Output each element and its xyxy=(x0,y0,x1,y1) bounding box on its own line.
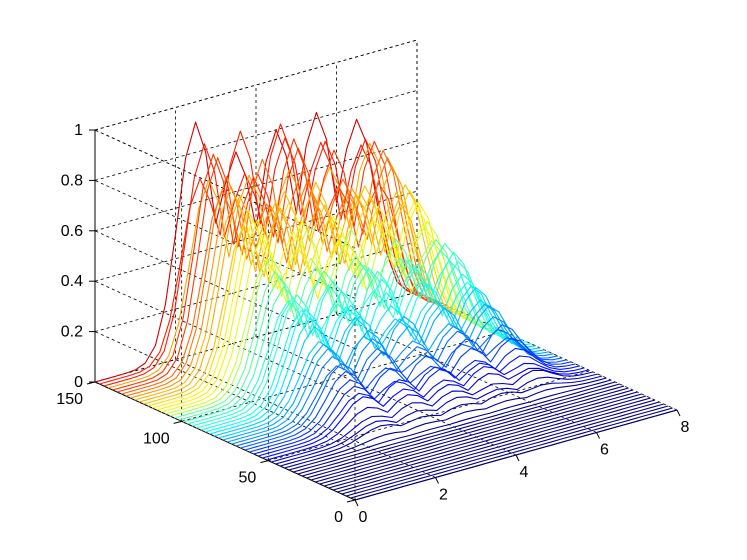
mesh-row xyxy=(284,377,607,469)
z-tick-label: 1 xyxy=(74,122,83,139)
mesh-row xyxy=(196,260,519,429)
axis-ticks xyxy=(86,129,681,507)
mesh-row xyxy=(138,192,462,403)
mesh-row xyxy=(350,407,673,499)
y-tick-label: 50 xyxy=(239,470,257,487)
z-tick-label: 0.4 xyxy=(61,273,83,290)
y-tick-label: 0 xyxy=(334,509,343,526)
mesh-row xyxy=(147,190,470,407)
z-tick-label: 0.8 xyxy=(61,172,83,189)
y-tick xyxy=(346,499,356,503)
grid-line xyxy=(94,39,418,131)
z-tick-label: 0.6 xyxy=(61,223,83,240)
x-tick xyxy=(515,454,520,462)
x-tick-label: 0 xyxy=(359,509,368,526)
x-tick-label: 6 xyxy=(600,442,609,459)
z-tick-label: 0 xyxy=(74,374,83,391)
mesh-row xyxy=(222,303,545,441)
mesh-row xyxy=(134,181,457,401)
mesh-row xyxy=(315,391,638,483)
mesh-row xyxy=(337,401,660,493)
mesh-row xyxy=(165,221,488,415)
grid-line xyxy=(268,370,591,462)
x-tick xyxy=(354,499,359,507)
mesh-row xyxy=(328,397,651,489)
y-tick-label: 150 xyxy=(56,391,83,408)
mesh-row xyxy=(310,389,634,481)
mesh-row xyxy=(332,399,656,491)
mesh-row xyxy=(279,375,603,467)
mesh-row xyxy=(218,299,541,439)
mesh-row xyxy=(262,362,585,459)
grid-line xyxy=(94,90,418,181)
mesh-row xyxy=(266,367,590,461)
mesh-row xyxy=(293,381,616,473)
mesh-row xyxy=(227,305,550,443)
x-tick-label: 4 xyxy=(520,464,529,481)
mesh-row xyxy=(178,249,501,421)
x-tick xyxy=(676,409,681,417)
x-tick-label: 2 xyxy=(439,487,448,504)
y-tick xyxy=(173,420,182,424)
mesh-row xyxy=(324,395,647,487)
mesh-row xyxy=(346,405,669,497)
mesh-row xyxy=(271,369,594,463)
mesh-row xyxy=(116,147,440,393)
mesh-row xyxy=(306,387,629,479)
mesh-row xyxy=(191,251,514,427)
mesh-row xyxy=(143,184,466,405)
z-tick-label: 0.2 xyxy=(61,324,83,341)
mesh-row xyxy=(235,329,559,447)
x-tick xyxy=(596,432,600,439)
mesh-row xyxy=(275,373,598,465)
x-tick xyxy=(435,477,439,484)
mesh-row xyxy=(341,403,664,495)
mesh-row xyxy=(319,393,642,485)
grid-line xyxy=(94,140,418,232)
surface-mesh xyxy=(94,111,678,501)
mesh-row xyxy=(94,111,418,383)
mesh-row xyxy=(288,379,612,471)
mesh-row xyxy=(213,286,537,437)
mesh-row xyxy=(152,202,475,409)
mesh-row xyxy=(253,347,576,455)
mesh-row xyxy=(257,355,581,457)
x-tick-label: 8 xyxy=(681,419,690,436)
mesh-row xyxy=(160,221,484,413)
mesh-row xyxy=(130,165,453,399)
grid-line xyxy=(181,330,504,422)
mesh-row xyxy=(187,259,510,425)
mesh-row xyxy=(297,383,620,475)
mesh-row xyxy=(156,201,479,411)
mesh-row xyxy=(182,242,506,423)
y-tick-label: 100 xyxy=(143,430,170,447)
mesh-row xyxy=(301,385,625,477)
y-tick xyxy=(260,460,269,464)
mesh-row xyxy=(200,273,523,431)
